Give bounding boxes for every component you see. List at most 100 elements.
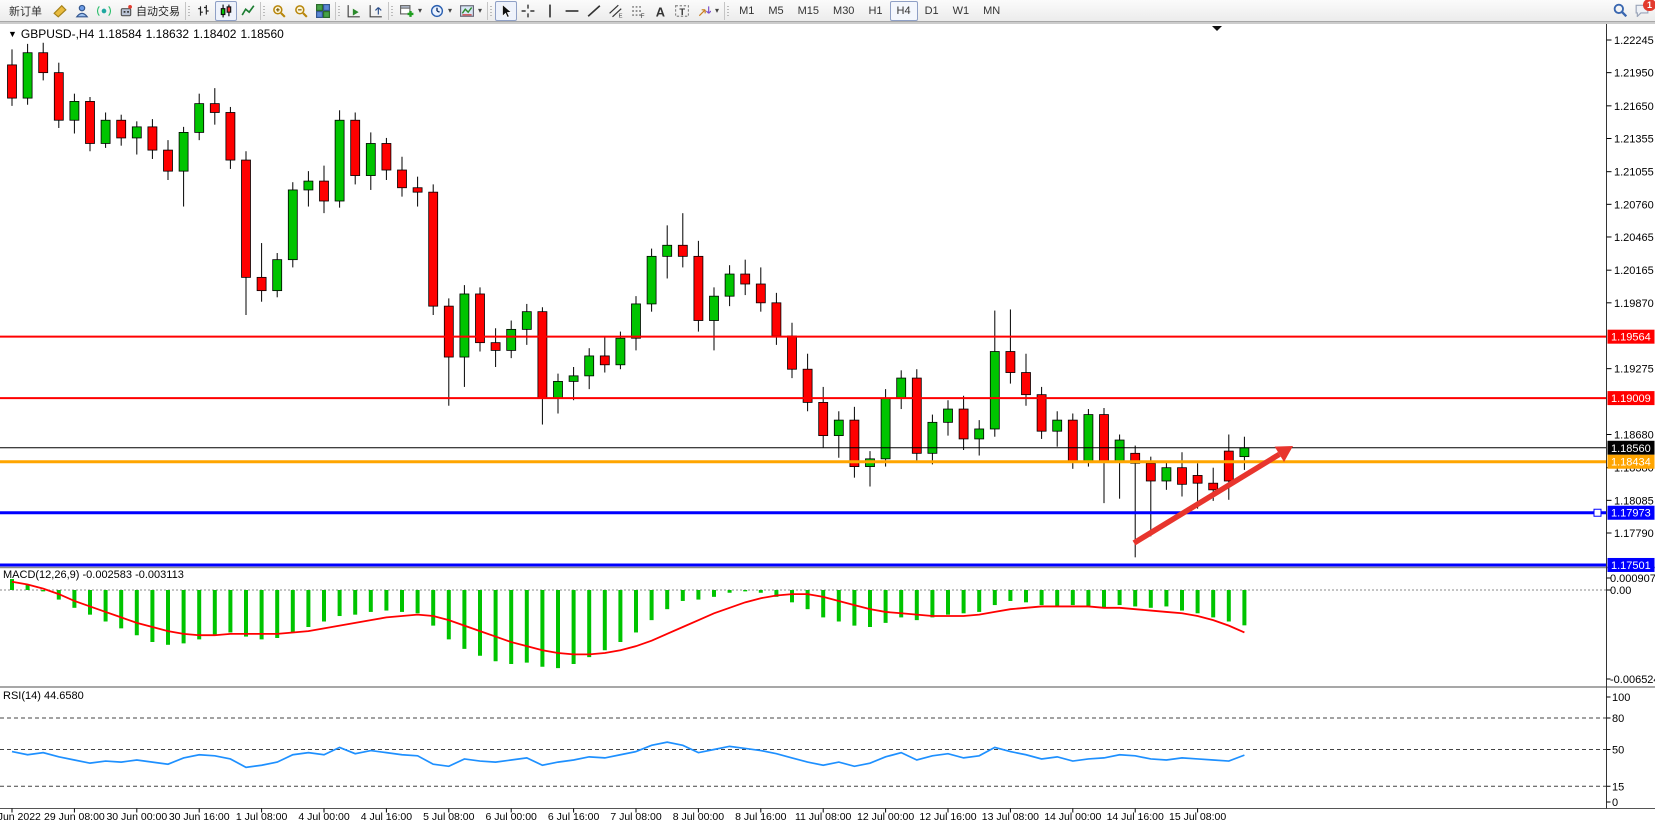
price-tick-label: 1.18680	[1614, 430, 1654, 442]
crosshair-button[interactable]	[517, 1, 539, 21]
candle	[1239, 447, 1250, 458]
candle	[615, 337, 626, 366]
tf-m1[interactable]: M1	[732, 1, 761, 21]
tf-m15[interactable]: M15	[791, 1, 826, 21]
rsi-scale-label: 50	[1612, 745, 1624, 757]
price-axis[interactable]: 1.22245 1.21950 1.21650 1.21355 1.21055 1.207…	[1606, 35, 1655, 809]
label-button[interactable]: T	[671, 1, 693, 21]
new-chart-icon	[400, 4, 414, 18]
price-tag	[1607, 329, 1655, 344]
ohlc-open: 1.18584	[98, 27, 142, 41]
candle	[521, 311, 532, 330]
time-tick-label: 30 Jun 16:00	[169, 811, 230, 823]
trend-arrow[interactable]	[1132, 451, 1281, 546]
candle	[443, 305, 454, 358]
chart-symbol-period: GBPUSD-,H4	[20, 27, 95, 41]
macd-scale-label: 0.00	[1610, 585, 1631, 597]
channel-button[interactable]: E	[605, 1, 627, 21]
time-tick-label: 28 Jun 2022	[0, 811, 41, 823]
line-chart-button[interactable]	[237, 1, 259, 21]
candle	[849, 419, 860, 467]
candle	[272, 259, 283, 292]
macd-indicator-label: MACD(12,26,9) -0.002583 -0.003113	[3, 569, 184, 581]
candle	[880, 397, 891, 460]
tf-m30[interactable]: M30	[826, 1, 861, 21]
autotrading-button[interactable]: 自动交易	[115, 1, 184, 21]
tf-d1[interactable]: D1	[918, 1, 946, 21]
bar-chart-button[interactable]	[193, 1, 215, 21]
tf-h1[interactable]: H1	[861, 1, 889, 21]
candle	[131, 126, 142, 139]
templates-icon	[460, 4, 475, 18]
crosshair-icon	[521, 4, 535, 18]
line-handle[interactable]	[1593, 508, 1602, 517]
text-button[interactable]: A	[649, 1, 671, 21]
zoom-out-button[interactable]	[290, 1, 312, 21]
chevron-down-icon[interactable]: ▾	[448, 6, 453, 15]
candle	[147, 126, 158, 151]
time-tick-label: 8 Jul 16:00	[735, 811, 787, 823]
candle	[1177, 467, 1187, 485]
chevron-down-icon[interactable]: ▾	[418, 6, 423, 15]
tf-m5[interactable]: M5	[761, 1, 790, 21]
profile-icon[interactable]	[71, 1, 93, 21]
cursor-button[interactable]	[495, 0, 518, 21]
candle	[381, 143, 392, 171]
toolbar-separator	[724, 1, 732, 20]
new-order-button[interactable]: 新订单	[2, 1, 49, 21]
candle	[287, 189, 298, 261]
chevron-down-icon[interactable]: ▾	[715, 6, 720, 15]
candle	[709, 295, 719, 321]
vertical-line-button[interactable]	[539, 1, 561, 21]
price-tag	[1607, 505, 1655, 520]
auto-scroll-button[interactable]	[343, 1, 365, 21]
tf-m15-label: M15	[797, 4, 820, 17]
chart-shift-marker-icon[interactable]	[1212, 26, 1222, 31]
notifications-icon[interactable]: 1	[1635, 0, 1655, 20]
one-click-trading-icon[interactable]: ▼	[8, 29, 17, 39]
tf-h4-label: H4	[896, 4, 911, 17]
tf-m30-label: M30	[833, 4, 855, 17]
candlestick-button[interactable]	[215, 0, 237, 21]
candle	[771, 302, 782, 337]
price-tag-label: 1.17501	[1611, 560, 1651, 572]
candle	[911, 377, 922, 454]
tf-w1[interactable]: W1	[946, 1, 977, 21]
chart-canvas[interactable]: 1.22245 1.21950 1.21650 1.21355 1.21055 1.207…	[0, 22, 1655, 825]
candle	[194, 103, 205, 133]
chart-shift-button[interactable]	[365, 1, 387, 21]
toolbar-separator	[335, 1, 342, 20]
arrows-icon	[697, 4, 712, 18]
candle	[755, 283, 766, 304]
horizontal-line-button[interactable]	[561, 1, 583, 21]
price-tag	[1607, 440, 1655, 455]
templates-dropdown[interactable]: ▾	[456, 1, 486, 21]
fibonacci-button[interactable]: F	[627, 1, 649, 21]
tf-h4[interactable]: H4	[889, 0, 918, 21]
price-tag-label: 1.19564	[1611, 332, 1651, 344]
metaeditor-icon[interactable]	[49, 1, 71, 21]
candle	[1005, 351, 1016, 373]
candle	[428, 191, 439, 307]
arrows-dropdown[interactable]: ▾	[693, 1, 723, 21]
time-tick-label: 4 Jul 00:00	[298, 811, 350, 823]
trend-arrow-head[interactable]	[1274, 446, 1293, 463]
macd-scale-label: 0.000907	[1610, 573, 1655, 585]
trendline-button[interactable]	[583, 1, 605, 21]
tile-windows-button[interactable]	[312, 1, 334, 21]
signals-icon[interactable]	[93, 1, 115, 21]
price-tag-label: 1.18434	[1611, 457, 1651, 469]
periods-dropdown[interactable]: ▾	[426, 1, 456, 21]
tf-mn[interactable]: MN	[976, 1, 1007, 21]
candle	[303, 180, 314, 191]
zoom-in-button[interactable]	[268, 1, 290, 21]
candle	[646, 255, 657, 305]
candle	[1052, 419, 1063, 432]
chevron-down-icon[interactable]: ▾	[478, 6, 483, 15]
time-tick-label: 13 Jul 08:00	[982, 811, 1039, 823]
price-tick-label: 1.21055	[1614, 167, 1654, 179]
rsi-scale-label: 100	[1612, 692, 1630, 704]
new-chart-dropdown[interactable]: ▾	[396, 1, 426, 21]
search-icon[interactable]	[1613, 3, 1628, 20]
